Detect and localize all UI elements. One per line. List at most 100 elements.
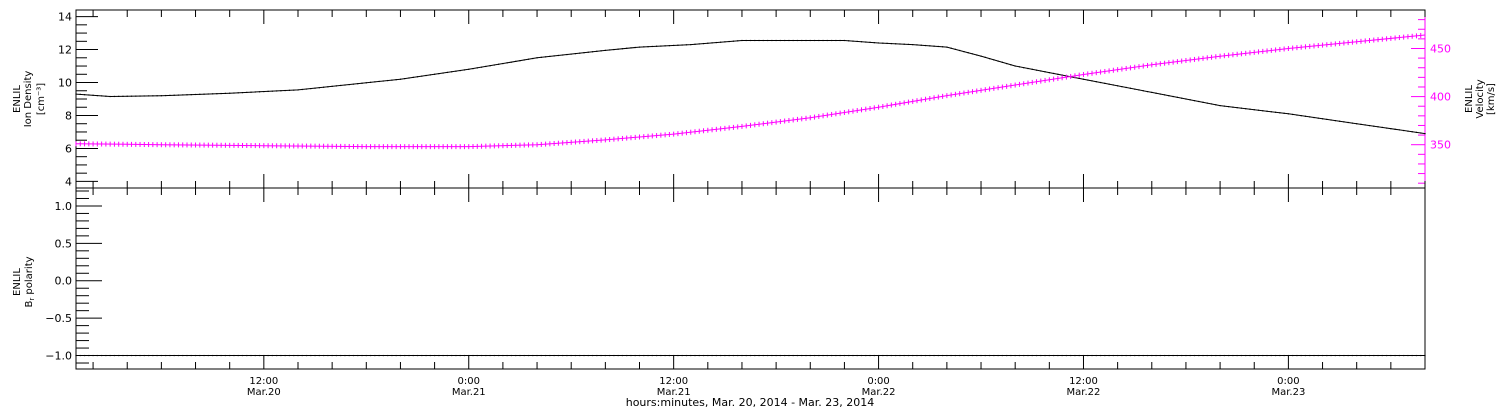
ion-density-point	[378, 80, 380, 83]
polarity-point	[579, 354, 581, 357]
polarity-point	[929, 354, 931, 357]
polarity-point	[988, 354, 991, 357]
ion-density-point	[276, 90, 278, 92]
ion-density-point	[1125, 86, 1127, 89]
ion-density-point	[1253, 109, 1255, 111]
ion-density-point	[549, 55, 551, 58]
polarity-point	[1381, 354, 1383, 357]
ion-density-point	[527, 58, 530, 60]
ion-density-point	[1082, 78, 1085, 80]
polarity-point	[122, 354, 124, 357]
ion-density-point	[720, 41, 722, 43]
ion-density-point	[655, 45, 658, 47]
ion-density-point	[1138, 89, 1140, 91]
ion-density-point	[899, 43, 901, 45]
polarity-point	[498, 354, 500, 357]
polarity-point	[186, 354, 188, 357]
polarity-point	[207, 354, 209, 357]
polarity-point	[263, 354, 265, 357]
polarity-point	[79, 354, 81, 357]
polarity-point	[113, 354, 116, 357]
polarity-point	[1347, 354, 1349, 357]
polarity-point	[971, 354, 974, 357]
polarity-point	[856, 354, 858, 357]
ion-density-point	[387, 79, 389, 82]
ion-density-point	[1189, 99, 1191, 101]
velocity-label-unit: [km/s]	[1486, 83, 1497, 115]
ion-density-point	[942, 46, 944, 48]
polarity-point	[1240, 354, 1243, 357]
velocity-tick-label: 350	[1430, 139, 1451, 152]
polarity-point	[728, 354, 730, 357]
polarity-point	[1151, 354, 1153, 357]
ion-density-point	[728, 40, 730, 43]
polarity-point	[105, 354, 107, 357]
polarity-point	[865, 354, 867, 357]
ion-density-point	[1334, 120, 1336, 122]
polarity-point	[553, 354, 555, 357]
polarity-point	[361, 354, 363, 357]
ion-density-point	[702, 42, 705, 45]
polarity-point	[1360, 354, 1362, 357]
polarity-point	[920, 354, 922, 357]
polarity-point	[88, 354, 90, 357]
ion-density-point	[1206, 102, 1208, 104]
polarity-point	[1411, 354, 1413, 357]
polarity-point	[1078, 354, 1080, 357]
ion-density-point	[604, 49, 606, 51]
polarity-point	[126, 354, 128, 357]
polarity-point	[779, 354, 781, 357]
ion-density-tick-label: 4	[65, 175, 72, 188]
polarity-tick-label: 0.5	[55, 237, 73, 250]
ion-density-point	[715, 41, 717, 44]
polarity-point	[1351, 354, 1354, 357]
time-tick-label: 12:00	[659, 376, 688, 387]
polarity-point	[882, 354, 884, 357]
ion-density-point	[737, 40, 739, 42]
polarity-point	[809, 354, 811, 357]
polarity-point	[873, 354, 875, 357]
polarity-point	[267, 354, 269, 357]
polarity-point	[433, 354, 436, 357]
ion-density-point	[1146, 90, 1149, 93]
polarity-point	[1334, 354, 1336, 357]
ion-density-point	[758, 39, 760, 42]
ion-density-point	[421, 75, 423, 77]
ion-density-point	[288, 89, 291, 91]
polarity-point	[924, 354, 927, 357]
ion-density-point	[553, 55, 555, 57]
ion-density-point	[365, 82, 367, 84]
polarity-point	[916, 354, 918, 357]
top-panel-frame	[75, 9, 1426, 189]
ion-density-point	[280, 90, 282, 92]
ion-density-point	[1279, 112, 1281, 114]
ion-density-point	[1035, 69, 1038, 71]
ion-density-point	[446, 71, 449, 74]
ion-density-point	[741, 39, 743, 42]
polarity-point	[1052, 354, 1055, 357]
ion-density-point	[147, 95, 150, 97]
polarity-point	[83, 354, 86, 357]
polarity-point	[1108, 354, 1110, 357]
ion-density-series	[75, 39, 1426, 135]
polarity-label-sub: r	[28, 298, 36, 301]
ion-density-point	[1091, 80, 1093, 82]
polarity-point	[805, 354, 807, 357]
ion-density-point	[647, 46, 649, 48]
ion-density-point	[673, 44, 675, 47]
polarity-point	[609, 354, 611, 357]
polarity-point	[1377, 354, 1379, 357]
polarity-point	[118, 354, 120, 357]
polarity-point	[711, 354, 713, 357]
polarity-point	[1287, 354, 1289, 357]
polarity-point	[1070, 354, 1072, 357]
ion-density-tick-label: 10	[58, 77, 72, 90]
ion-density-point	[1018, 66, 1021, 68]
ion-density-point	[502, 62, 504, 65]
polarity-point	[1155, 354, 1157, 357]
polarity-point	[1317, 354, 1319, 357]
ion-density-point	[1424, 133, 1426, 135]
polarity-point	[826, 354, 828, 357]
ion-density-point	[685, 44, 688, 46]
ion-density-point	[391, 79, 393, 81]
